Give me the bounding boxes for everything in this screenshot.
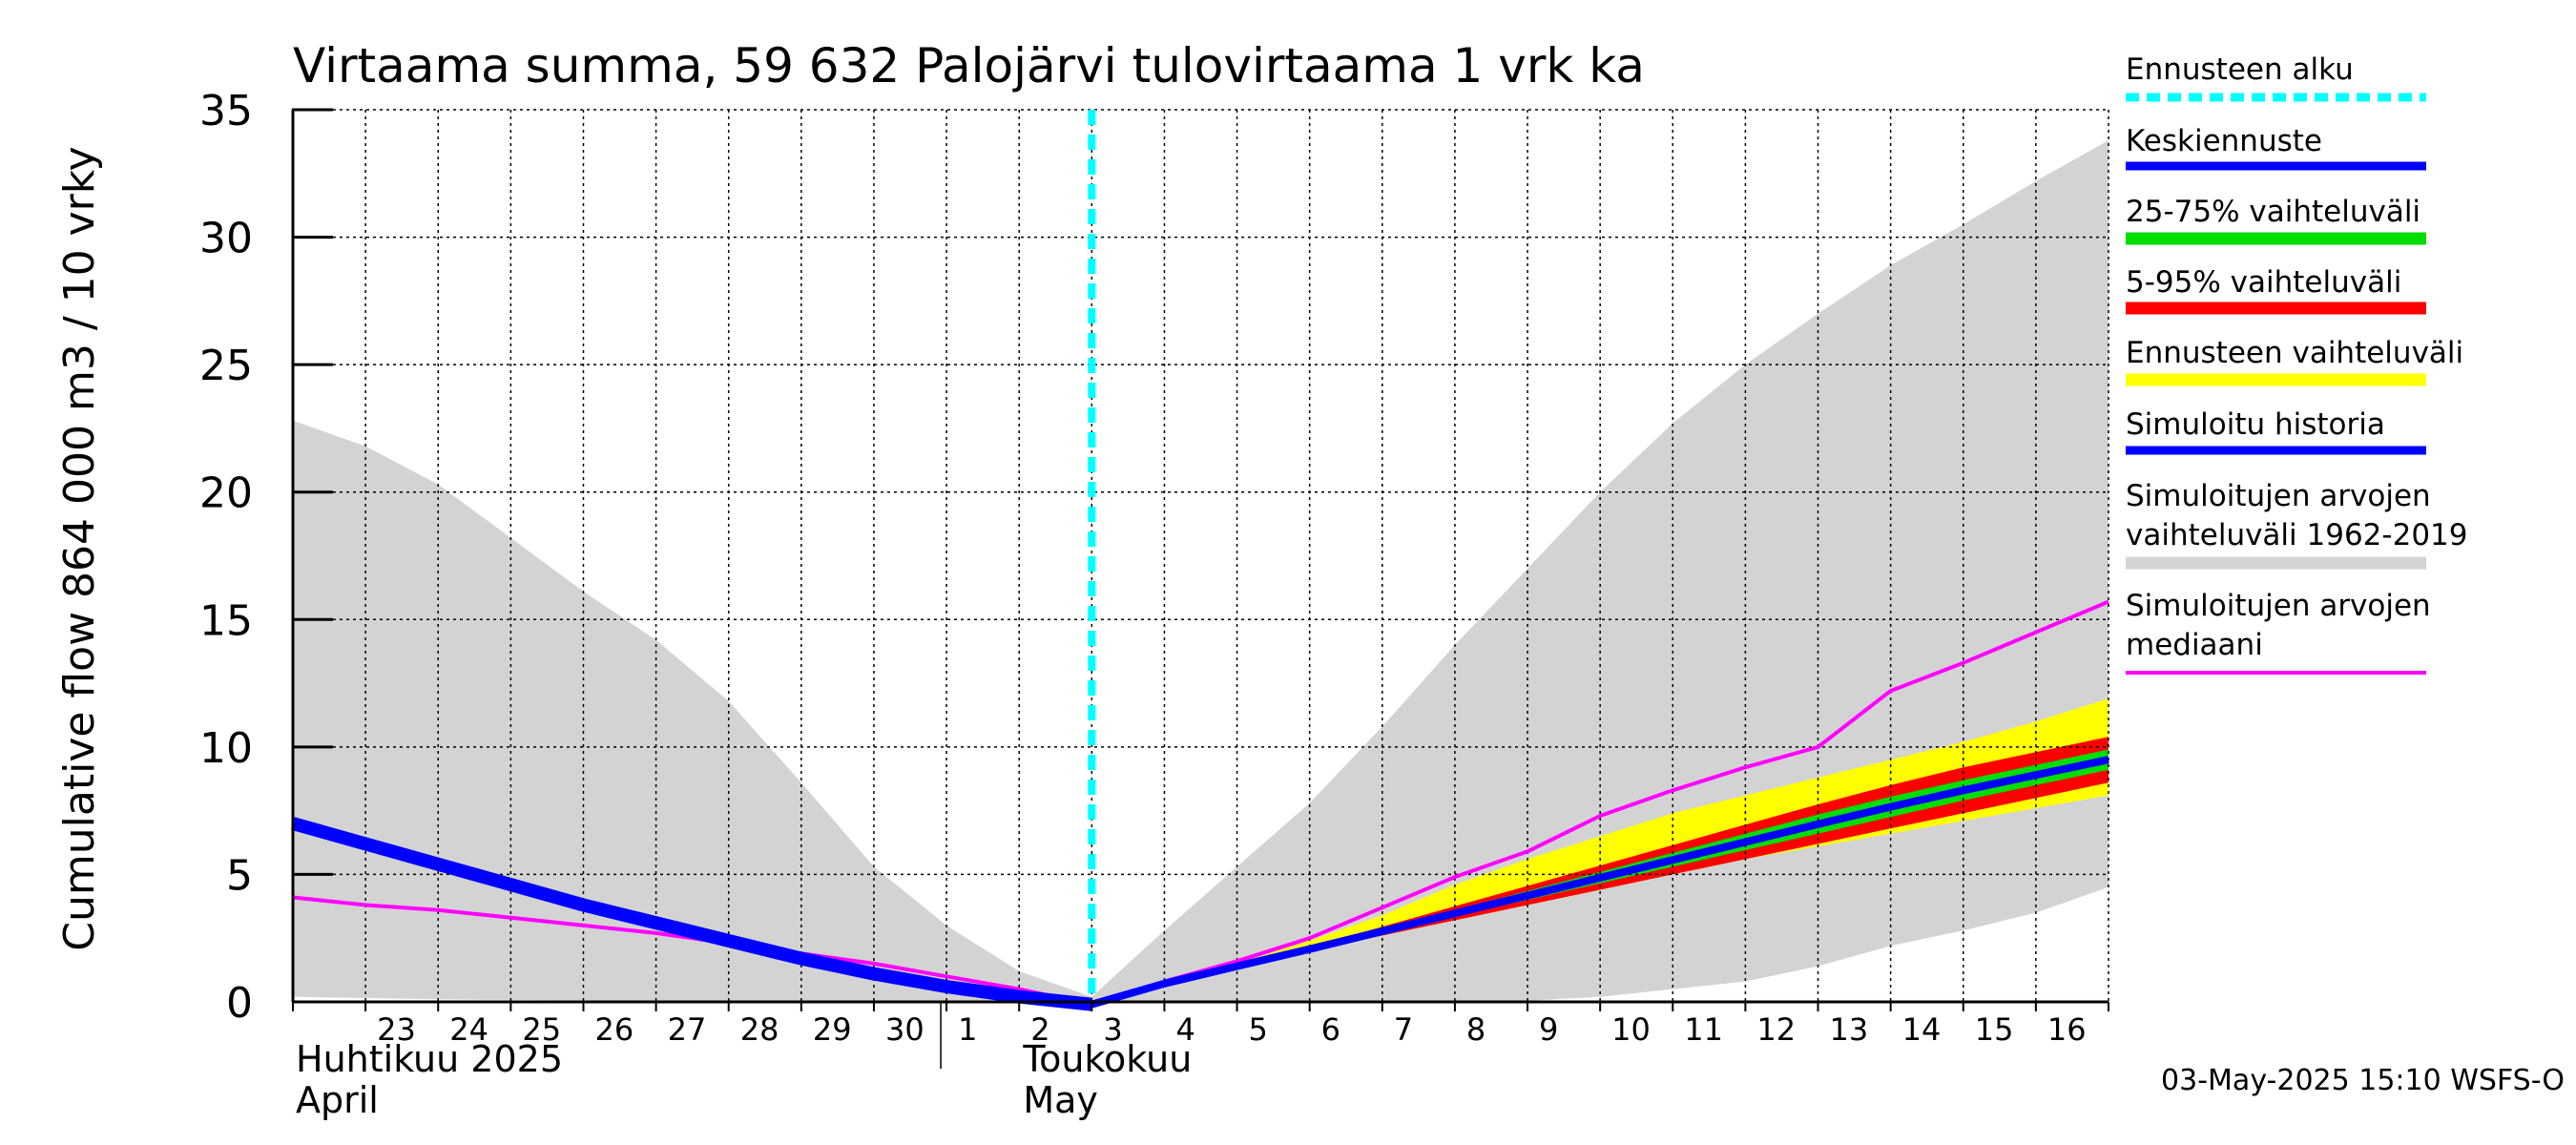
x-tick-label: 27 — [668, 1011, 707, 1048]
y-tick-label: 5 — [226, 851, 253, 900]
legend-label: mediaani — [2126, 628, 2263, 662]
y-tick-label: 25 — [199, 342, 253, 390]
legend-label: Simuloitujen arvojen — [2126, 589, 2431, 623]
y-tick-label: 15 — [199, 596, 253, 645]
grid — [293, 109, 2109, 1002]
legend-label: 5-95% vaihteluväli — [2126, 265, 2401, 300]
y-tick-label: 35 — [199, 87, 253, 135]
x-tick-label: 4 — [1175, 1011, 1195, 1048]
legend-label: Ennusteen alku — [2126, 52, 2354, 87]
legend-label: Keskiennuste — [2126, 124, 2322, 158]
series-keskiennuste — [1091, 756, 2109, 1009]
band-ennusteen-vaihteluv-li — [1091, 698, 2109, 1002]
x-tick-label: 14 — [1902, 1011, 1942, 1048]
x-tick-label: 1 — [958, 1011, 977, 1048]
x-tick-label: 8 — [1466, 1011, 1485, 1048]
timestamp-footer: 03-May-2025 15:10 WSFS-O — [2161, 1064, 2565, 1097]
x-tick-label: 10 — [1611, 1011, 1651, 1048]
legend: Ennusteen alku Keskiennuste 25-75% vaihtel… — [2126, 52, 2467, 675]
month-label: Toukokuu — [1022, 1038, 1192, 1080]
legend-label: Simuloitujen arvojen — [2126, 479, 2431, 513]
legend-label: Ennusteen vaihteluväli — [2126, 336, 2463, 370]
x-tick-label: 9 — [1539, 1011, 1558, 1048]
x-tick-label: 28 — [740, 1011, 779, 1048]
x-tick-label: 11 — [1684, 1011, 1723, 1048]
y-tick-label: 30 — [199, 215, 253, 263]
x-tick-label: 23 — [377, 1011, 416, 1048]
month-label: Huhtikuu 2025 — [296, 1038, 563, 1080]
x-tick-label: 13 — [1830, 1011, 1869, 1048]
x-tick-label: 15 — [1975, 1011, 2014, 1048]
x-tick-label: 29 — [813, 1011, 852, 1048]
legend-label: Simuloitu historia — [2126, 407, 2385, 442]
x-tick-label: 25 — [522, 1011, 561, 1048]
x-tick-label: 6 — [1321, 1011, 1340, 1048]
band-5-95-vaihteluv-li — [1091, 737, 2109, 1002]
plot-lines — [291, 110, 2109, 1011]
y-axis-label: Cumulative flow 864 000 m3 / 10 vrky — [55, 146, 104, 950]
chart-title: Virtaama summa, 59 632 Palojärvi tulovir… — [293, 38, 1645, 94]
y-tick-label: 20 — [199, 469, 253, 518]
x-tick-label: 30 — [885, 1011, 924, 1048]
x-tick-label: 16 — [2047, 1011, 2087, 1048]
x-tick-label: 2 — [1030, 1011, 1049, 1048]
x-tick-label: 5 — [1249, 1011, 1268, 1048]
x-tick-label: 7 — [1394, 1011, 1413, 1048]
x-tick-label: 26 — [594, 1011, 634, 1048]
legend-label: 25-75% vaihteluväli — [2126, 195, 2420, 229]
y-tick-label: 10 — [199, 724, 253, 773]
month-label-en: April — [296, 1079, 379, 1121]
x-tick-label: 3 — [1103, 1011, 1122, 1048]
y-tick-label: 0 — [226, 979, 253, 1028]
series-simuloitu-historia — [291, 817, 1093, 1011]
x-tick-label: 24 — [449, 1011, 488, 1048]
month-label-en: May — [1023, 1079, 1098, 1121]
legend-label: vaihteluväli 1962-2019 — [2126, 518, 2467, 552]
x-tick-label: 12 — [1756, 1011, 1796, 1048]
band-simuloitujen-arvojen-vaihteluv-li-1962-2019 — [293, 140, 2109, 1003]
